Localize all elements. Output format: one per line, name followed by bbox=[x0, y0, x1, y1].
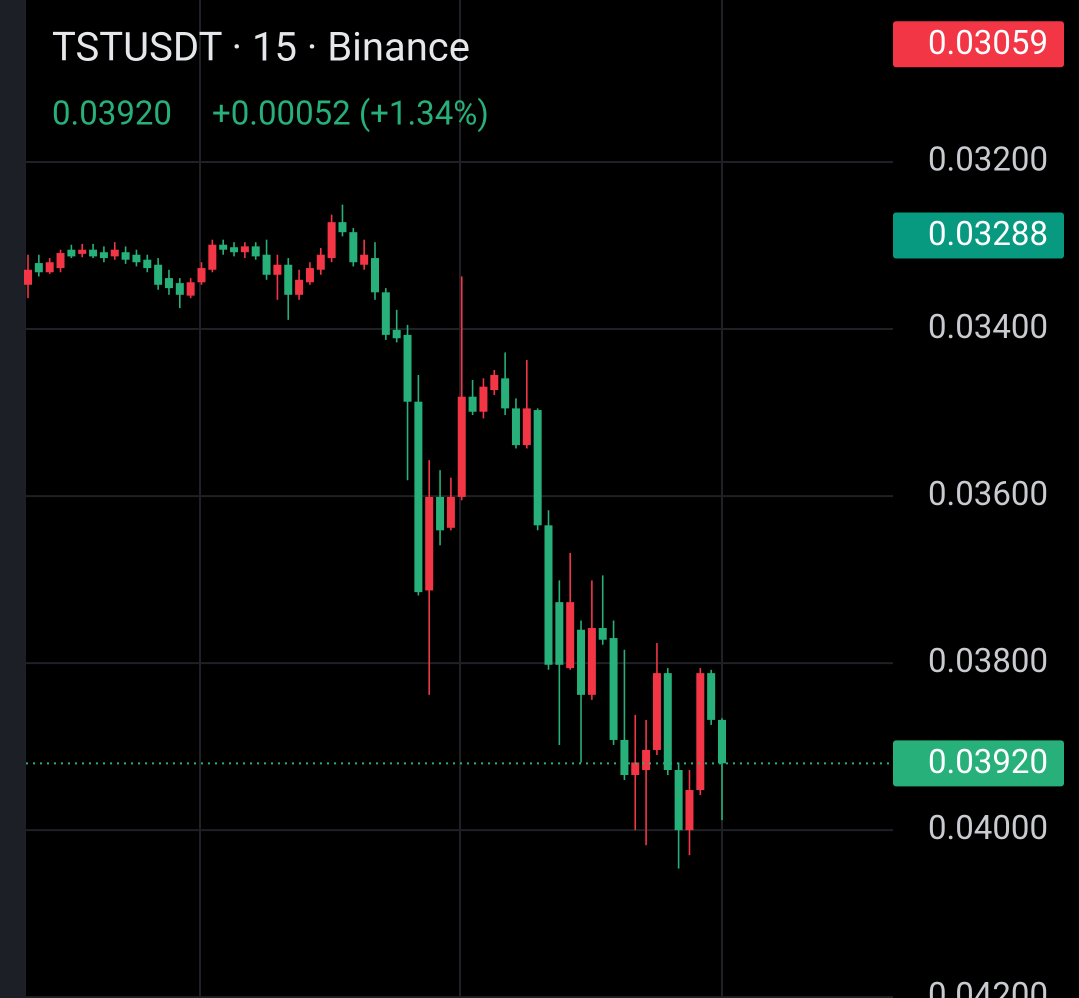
candle-body bbox=[436, 496, 445, 531]
candle-body bbox=[154, 264, 163, 285]
candle-body bbox=[295, 279, 304, 295]
candle-body bbox=[468, 396, 477, 412]
candle-body bbox=[89, 249, 98, 257]
price-label-box bbox=[893, 740, 1064, 787]
candle-body bbox=[490, 374, 499, 391]
candle-body bbox=[56, 253, 65, 269]
candle-body bbox=[696, 673, 705, 791]
candle-body bbox=[403, 334, 412, 402]
left-strip bbox=[0, 0, 26, 998]
candle-body bbox=[132, 254, 141, 263]
candle-body bbox=[338, 222, 347, 233]
candle-body bbox=[631, 762, 640, 776]
candle-body bbox=[425, 496, 434, 591]
candle-body bbox=[121, 252, 130, 260]
price-label-box bbox=[893, 212, 1064, 259]
candle-body bbox=[446, 496, 455, 528]
candle-body bbox=[414, 401, 423, 593]
y-tick-label: 0.03200 bbox=[928, 141, 1048, 180]
candle-body bbox=[360, 254, 369, 265]
candle-body bbox=[186, 282, 195, 296]
candle-body bbox=[479, 386, 488, 412]
candle-body bbox=[284, 264, 293, 295]
candle-body bbox=[598, 628, 607, 640]
candle-body bbox=[685, 790, 694, 831]
candle-body bbox=[577, 629, 586, 695]
candle-body bbox=[305, 268, 314, 283]
candle-body bbox=[707, 673, 716, 720]
price-label: 0.03059 bbox=[928, 24, 1048, 63]
candle-body bbox=[230, 247, 239, 253]
candle-body bbox=[652, 673, 661, 750]
y-tick-label: 0.04200 bbox=[928, 976, 1048, 998]
candle-body bbox=[501, 378, 510, 409]
candle-body bbox=[99, 252, 108, 259]
candle-body bbox=[533, 410, 542, 526]
candle-body bbox=[381, 292, 390, 335]
candle-body bbox=[522, 408, 531, 446]
candle-body bbox=[511, 408, 520, 446]
candle-body bbox=[609, 638, 618, 740]
y-tick-label: 0.03400 bbox=[928, 308, 1048, 347]
candle-body bbox=[555, 602, 564, 665]
y-tick-label: 0.03800 bbox=[928, 642, 1048, 681]
candle-body bbox=[164, 278, 173, 289]
candle-body bbox=[642, 749, 651, 771]
candle-body bbox=[251, 246, 260, 257]
candle-body bbox=[457, 396, 466, 497]
price-label: 0.03920 bbox=[928, 743, 1048, 782]
candle-body bbox=[674, 770, 683, 831]
candle-body bbox=[45, 262, 54, 273]
price-label-box bbox=[893, 21, 1064, 68]
candle-body bbox=[327, 222, 336, 259]
candle-body bbox=[566, 602, 575, 669]
price-label: 0.03288 bbox=[928, 215, 1048, 254]
candle-body bbox=[663, 673, 672, 771]
candle-body bbox=[240, 246, 249, 253]
candle-body bbox=[544, 525, 553, 665]
candle-body bbox=[208, 244, 217, 270]
candle-body bbox=[371, 258, 379, 293]
candle-body bbox=[175, 283, 184, 295]
candle-body bbox=[24, 269, 32, 285]
candle-body bbox=[143, 259, 152, 269]
chart-title: TSTUSDT · 15 · Binance bbox=[52, 24, 470, 71]
candle-body bbox=[392, 329, 401, 339]
candle-body bbox=[110, 249, 119, 257]
last-price: 0.03920 bbox=[52, 95, 172, 134]
price-change: +0.00052 (+1.34%) bbox=[212, 95, 489, 134]
candle-body bbox=[718, 719, 726, 764]
candle-body bbox=[262, 254, 271, 275]
candle-body bbox=[587, 628, 596, 695]
candle-body bbox=[349, 232, 358, 263]
candle-body bbox=[620, 739, 629, 776]
candle-body bbox=[273, 264, 282, 275]
candle-body bbox=[197, 268, 206, 283]
candle-body bbox=[316, 254, 325, 270]
candle-body bbox=[78, 249, 87, 254]
candle-body bbox=[67, 249, 76, 257]
y-tick-label: 0.03600 bbox=[928, 475, 1048, 514]
candle-body bbox=[219, 244, 228, 250]
candle-body bbox=[34, 263, 43, 273]
y-tick-label: 0.04000 bbox=[928, 809, 1048, 848]
